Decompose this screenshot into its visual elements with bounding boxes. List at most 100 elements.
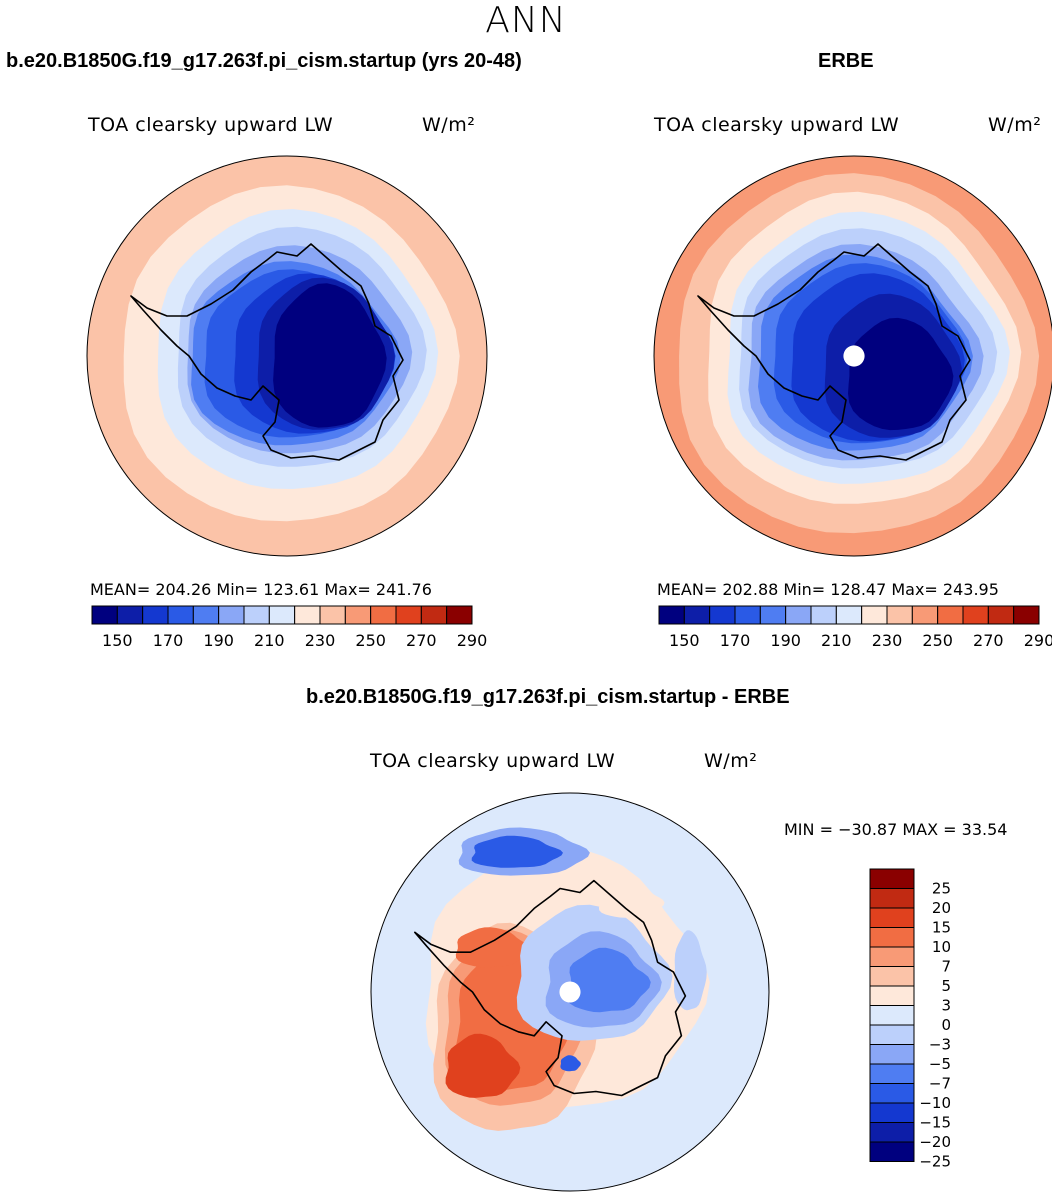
diff-colorbar-box — [869, 1141, 915, 1162]
diff-colorbar-box — [869, 946, 915, 967]
model-colorbar: 150 170 190 210 230 250 270 290 — [91, 605, 487, 650]
diff-units-label: W/m² — [704, 750, 758, 772]
diff-antarctica-coastline — [414, 879, 687, 1097]
obs-colorbar-tick: 150 — [669, 631, 700, 650]
obs-colorbar-tick: 170 — [720, 631, 751, 650]
model-variable-label: TOA clearsky upward LW — [88, 114, 334, 136]
obs-contour-band — [848, 317, 954, 431]
model-panel-title: b.e20.B1850G.f19_g17.263f.pi_cism.startu… — [6, 50, 522, 72]
diff-colorbar-tick: 5 — [941, 977, 951, 995]
diff-contour-band — [471, 835, 563, 868]
model-antarctica-coastline — [130, 243, 404, 461]
obs-stats: MEAN= 202.88 Min= 128.47 Max= 243.95 — [657, 580, 999, 599]
model-colorbar-tick: 250 — [355, 631, 386, 650]
diff-stats: MIN = −30.87 MAX = 33.54 — [784, 820, 1008, 839]
diff-colorbar-tick: −10 — [919, 1094, 951, 1112]
model-colorbar-box — [192, 605, 220, 625]
diff-colorbar-box — [869, 1122, 915, 1143]
model-colorbar-box — [218, 605, 245, 625]
model-colorbar-box — [319, 605, 346, 625]
obs-variable-label: TOA clearsky upward LW — [654, 114, 900, 136]
obs-colorbar-box — [987, 605, 1015, 625]
obs-colorbar-box — [911, 605, 939, 625]
model-colorbar-box — [243, 605, 270, 625]
obs-panel-title: ERBE — [818, 50, 874, 72]
diff-contour-band — [598, 885, 665, 918]
obs-antarctica-coastline — [697, 243, 971, 461]
obs-colorbar: 150 170 190 210 230 250 270 290 — [658, 605, 1052, 650]
model-colorbar-box — [268, 605, 296, 625]
diff-contour-band — [560, 1055, 581, 1072]
obs-colorbar-box — [835, 605, 863, 625]
obs-units-label: W/m² — [988, 114, 1042, 136]
model-colorbar-box — [91, 605, 118, 625]
diff-colorbar-tick: 25 — [932, 880, 951, 898]
obs-colorbar-tick: 210 — [821, 631, 852, 650]
diff-colorbar-box — [869, 1102, 915, 1123]
obs-colorbar-box — [734, 605, 761, 625]
model-colorbar-box — [294, 605, 321, 625]
model-colorbar-box — [395, 605, 422, 625]
obs-colorbar-box — [709, 605, 736, 625]
diff-colorbar-tick: −7 — [929, 1075, 951, 1093]
model-colorbar-tick: 210 — [254, 631, 285, 650]
model-colorbar-box — [446, 605, 473, 625]
diff-colorbar-tick: −3 — [929, 1036, 951, 1054]
diff-colorbar-box — [869, 1083, 915, 1104]
model-polar-map — [86, 155, 488, 557]
obs-colorbar-tick: 270 — [973, 631, 1004, 650]
obs-map-border — [653, 155, 1052, 557]
diff-polar-map — [370, 792, 770, 1192]
obs-colorbar-box — [785, 605, 812, 625]
diff-contour-band — [445, 1033, 521, 1098]
obs-colorbar-tick: 190 — [770, 631, 801, 650]
obs-colorbar-box — [937, 605, 964, 625]
obs-missing-pole — [843, 345, 865, 367]
obs-colorbar-box — [810, 605, 837, 625]
diff-colorbar-tick: 3 — [941, 997, 951, 1015]
obs-colorbar-tick: 230 — [872, 631, 903, 650]
diff-colorbar-box — [869, 966, 915, 987]
diff-colorbar-box — [869, 868, 915, 889]
model-colorbar-box — [344, 605, 372, 625]
model-colorbar-tick: 190 — [203, 631, 234, 650]
figure-suptitle: ANN — [485, 0, 567, 41]
obs-polar-map — [653, 155, 1052, 557]
model-stats: MEAN= 204.26 Min= 123.61 Max= 241.76 — [90, 580, 432, 599]
model-colorbar-tick: 290 — [457, 631, 488, 650]
model-contour-band — [273, 283, 387, 428]
model-colorbar-tick: 270 — [406, 631, 437, 650]
diff-contour-band — [455, 927, 530, 968]
diff-colorbar-box — [869, 888, 915, 909]
obs-colorbar-box — [1013, 605, 1040, 625]
obs-colorbar-tick: 250 — [922, 631, 953, 650]
model-colorbar-box — [420, 605, 448, 625]
diff-colorbar-box — [869, 1044, 915, 1065]
diff-colorbar-tick: −20 — [919, 1133, 951, 1151]
diff-variable-label: TOA clearsky upward LW — [370, 750, 616, 772]
obs-colorbar-box — [683, 605, 711, 625]
model-colorbar-box — [167, 605, 194, 625]
diff-colorbar-tick: −5 — [929, 1055, 951, 1073]
diff-colorbar-tick: 0 — [941, 1016, 951, 1034]
diff-map-border — [370, 792, 770, 1192]
model-colorbar-tick: 150 — [102, 631, 133, 650]
diff-colorbar-box — [869, 1063, 915, 1084]
diff-colorbar-tick: 7 — [941, 958, 951, 976]
diff-missing-pole — [559, 981, 581, 1003]
diff-colorbar-tick: −25 — [919, 1153, 951, 1171]
diff-colorbar-box — [869, 985, 915, 1006]
diff-panel-title: b.e20.B1850G.f19_g17.263f.pi_cism.startu… — [306, 686, 790, 708]
obs-colorbar-box — [658, 605, 685, 625]
model-colorbar-box — [116, 605, 144, 625]
diff-colorbar-tick: 20 — [932, 899, 951, 917]
diff-colorbar-tick: 10 — [932, 938, 951, 956]
model-colorbar-box — [142, 605, 169, 625]
model-map-border — [86, 155, 488, 557]
model-colorbar-tick: 170 — [153, 631, 184, 650]
obs-colorbar-box — [759, 605, 787, 625]
obs-colorbar-box — [886, 605, 913, 625]
diff-colorbar-box — [869, 1024, 915, 1045]
diff-colorbar-tick: 15 — [932, 919, 951, 937]
